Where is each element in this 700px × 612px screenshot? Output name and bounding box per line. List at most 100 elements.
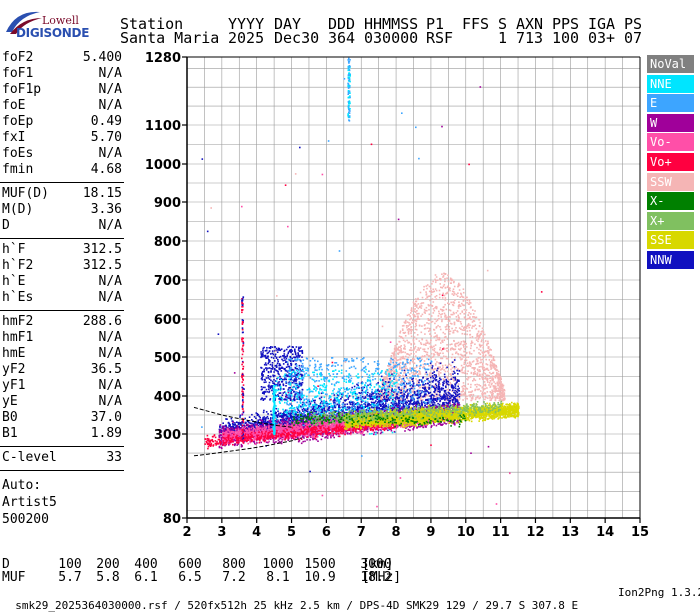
- echo-point: [444, 339, 446, 341]
- echo-point: [446, 358, 448, 360]
- echo-point: [431, 353, 433, 355]
- echo-point: [277, 371, 279, 373]
- echo-point: [439, 313, 441, 315]
- echo-point: [289, 403, 291, 405]
- echo-point: [435, 351, 437, 353]
- echo-point: [464, 333, 466, 335]
- echo-point: [490, 356, 492, 358]
- echo-point: [399, 362, 401, 364]
- echo-point: [487, 343, 489, 345]
- echo-point: [455, 398, 457, 400]
- echo-point: [439, 278, 441, 280]
- echo-point: [385, 381, 387, 383]
- echo-point: [289, 346, 291, 348]
- echo-point: [276, 366, 278, 368]
- echo-point: [498, 381, 500, 383]
- echo-point: [461, 358, 463, 360]
- echo-point: [461, 365, 463, 367]
- echo-point: [344, 400, 346, 402]
- echo-point: [301, 356, 303, 358]
- echo-point: [490, 361, 492, 363]
- echo-point: [438, 382, 440, 384]
- echo-point: [457, 331, 459, 333]
- echo-point: [270, 353, 272, 355]
- echo-point: [449, 333, 451, 335]
- echo-point: [488, 353, 490, 355]
- echo-point: [431, 361, 433, 363]
- echo-point: [425, 373, 427, 375]
- echo-point: [415, 298, 417, 300]
- echo-point: [467, 299, 469, 301]
- echo-point: [260, 367, 262, 369]
- echo-point: [418, 395, 420, 397]
- echo-point: [414, 314, 416, 316]
- echo-point: [249, 416, 251, 418]
- echo-point: [439, 339, 441, 341]
- echo-point: [409, 362, 411, 364]
- echo-point: [269, 399, 271, 401]
- echo-point: [478, 357, 480, 359]
- echo-point: [351, 366, 353, 368]
- echo-point: [411, 322, 413, 324]
- echo-point: [390, 358, 392, 360]
- echo-point: [433, 308, 435, 310]
- echo-point: [485, 384, 487, 386]
- echo-point: [481, 362, 483, 364]
- echo-point: [467, 383, 469, 385]
- echo-point: [283, 363, 285, 365]
- echo-point: [450, 314, 452, 316]
- echo-point: [273, 354, 275, 356]
- echo-point: [391, 374, 393, 376]
- echo-point: [440, 358, 442, 360]
- echo-point: [234, 422, 236, 424]
- echo-point: [461, 372, 463, 374]
- echo-point: [489, 372, 491, 374]
- echo-point: [283, 392, 285, 394]
- echo-point: [265, 381, 267, 383]
- echo-point: [366, 394, 368, 396]
- echo-point: [264, 364, 266, 366]
- echo-point: [366, 411, 368, 413]
- echo-point: [383, 405, 385, 407]
- y-tick-label: 400: [154, 390, 181, 405]
- echo-point: [471, 327, 473, 329]
- echo-point: [474, 343, 476, 345]
- echo-point: [395, 375, 397, 377]
- echo-point: [333, 393, 335, 395]
- y-tick-label: 80: [163, 512, 181, 527]
- echo-point: [268, 360, 270, 362]
- echo-point: [458, 388, 460, 390]
- echo-point: [420, 360, 422, 362]
- echo-point: [461, 386, 463, 388]
- echo-point: [437, 391, 439, 393]
- echo-point: [402, 397, 404, 399]
- echo-point: [421, 343, 423, 345]
- echo-point: [442, 341, 444, 343]
- echo-point: [446, 394, 448, 396]
- echo-point: [456, 370, 458, 372]
- echo-point: [477, 373, 479, 375]
- echo-point: [394, 377, 396, 379]
- echo-point: [435, 377, 437, 379]
- echo-point: [445, 299, 447, 301]
- echo-point: [394, 353, 396, 355]
- echo-point: [462, 296, 464, 298]
- echo-point: [438, 374, 440, 376]
- echo-point: [487, 375, 489, 377]
- echo-point: [417, 405, 419, 407]
- echo-point: [415, 346, 417, 348]
- echo-point: [447, 358, 449, 360]
- echo-point: [458, 342, 460, 344]
- echo-point: [436, 308, 438, 310]
- echo-point: [459, 296, 461, 298]
- echo-point: [482, 364, 484, 366]
- echo-point: [426, 387, 428, 389]
- echo-point: [488, 375, 490, 377]
- echo-point: [447, 347, 449, 349]
- echo-point: [381, 376, 383, 378]
- echo-point: [491, 360, 493, 362]
- echo-point: [399, 350, 401, 352]
- echo-point: [485, 396, 487, 398]
- echo-point: [442, 310, 444, 312]
- echo-point: [463, 372, 465, 374]
